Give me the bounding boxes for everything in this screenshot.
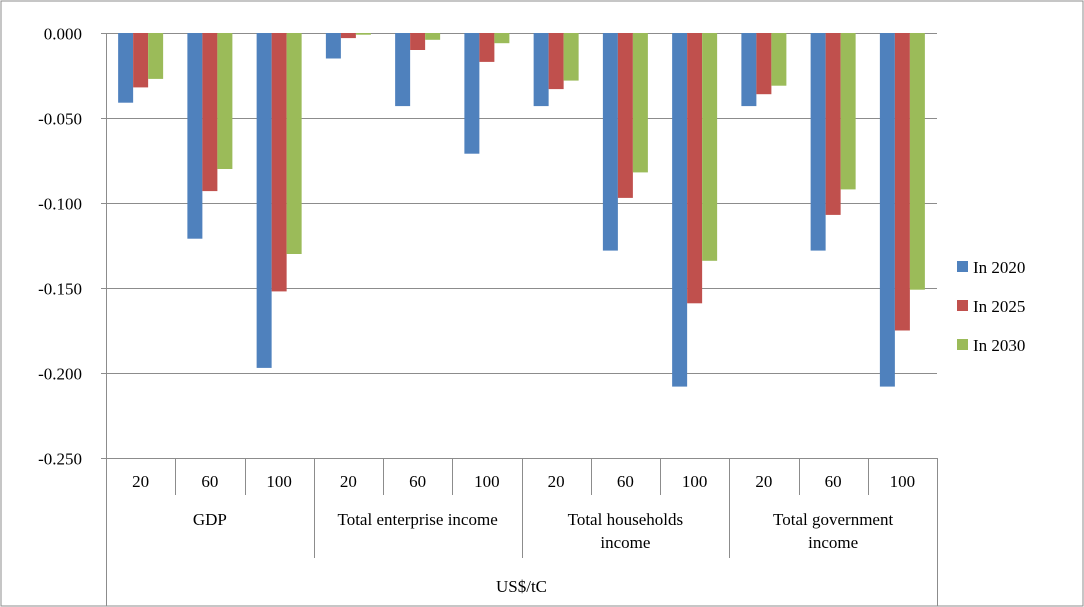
x-axis-unit-label: US$/tC xyxy=(496,577,547,596)
bar xyxy=(602,33,618,251)
bar xyxy=(395,33,411,107)
y-tick-label: -0.200 xyxy=(38,365,82,384)
bar xyxy=(133,33,149,88)
legend-swatch xyxy=(957,339,968,350)
bar xyxy=(187,33,203,239)
x-group-label: GDP xyxy=(193,510,227,529)
legend-swatch xyxy=(957,261,968,272)
bar xyxy=(340,33,356,39)
bar xyxy=(325,33,341,59)
x-tick-label: 20 xyxy=(340,472,357,491)
bar xyxy=(202,33,218,192)
bar xyxy=(672,33,688,387)
x-tick-label: 60 xyxy=(201,472,218,491)
x-tick-label: 100 xyxy=(266,472,292,491)
bar xyxy=(271,33,287,292)
legend-label: In 2025 xyxy=(973,297,1025,316)
x-tick-label: 100 xyxy=(474,472,500,491)
legend: In 2020 In 2025 In 2030 xyxy=(957,258,1025,355)
x-tick-label: 60 xyxy=(617,472,634,491)
legend-label: In 2020 xyxy=(973,258,1025,277)
bars xyxy=(118,33,925,387)
gridlines xyxy=(106,33,937,459)
x-group-label: Total households xyxy=(568,510,683,529)
x-tick-label: 100 xyxy=(890,472,916,491)
x-tick-label: 20 xyxy=(755,472,772,491)
bar xyxy=(494,33,510,44)
bar xyxy=(410,33,426,50)
x-tick-label: 100 xyxy=(682,472,708,491)
bar xyxy=(118,33,134,103)
y-tick-label: 0.000 xyxy=(44,25,82,44)
bar xyxy=(741,33,757,107)
x-tick-label: 20 xyxy=(132,472,149,491)
bar xyxy=(148,33,164,79)
bar xyxy=(425,33,441,40)
bar xyxy=(894,33,910,331)
bar xyxy=(879,33,895,387)
y-tick-label: -0.250 xyxy=(38,450,82,469)
bar xyxy=(702,33,718,261)
y-tick-label: -0.150 xyxy=(38,280,82,299)
bar xyxy=(286,33,302,254)
x-group-label: income xyxy=(600,533,650,552)
legend-swatch xyxy=(957,300,968,311)
y-tick-label: -0.100 xyxy=(38,195,82,214)
bar xyxy=(825,33,841,215)
bar xyxy=(756,33,772,95)
axes: 0.000 -0.050 -0.100 -0.150 -0.200 -0.250 20 60 1… xyxy=(38,25,938,606)
bar xyxy=(464,33,480,154)
bar xyxy=(355,33,371,35)
x-group-label: Total enterprise income xyxy=(338,510,498,529)
bar xyxy=(563,33,579,81)
bar xyxy=(256,33,272,368)
y-tick-label: -0.050 xyxy=(38,110,82,129)
bar xyxy=(840,33,856,190)
bar xyxy=(617,33,633,198)
bar xyxy=(217,33,233,169)
x-tick-label: 20 xyxy=(548,472,565,491)
bar xyxy=(909,33,925,290)
bar xyxy=(548,33,564,90)
bar xyxy=(632,33,648,173)
bar xyxy=(533,33,549,107)
x-tick-label: 60 xyxy=(409,472,426,491)
x-group-label: Total government xyxy=(773,510,893,529)
legend-label: In 2030 xyxy=(973,336,1025,355)
bar xyxy=(687,33,703,304)
bar xyxy=(810,33,826,251)
x-group-label: income xyxy=(808,533,858,552)
bar xyxy=(479,33,495,62)
bar xyxy=(771,33,787,86)
x-tick-label: 60 xyxy=(825,472,842,491)
